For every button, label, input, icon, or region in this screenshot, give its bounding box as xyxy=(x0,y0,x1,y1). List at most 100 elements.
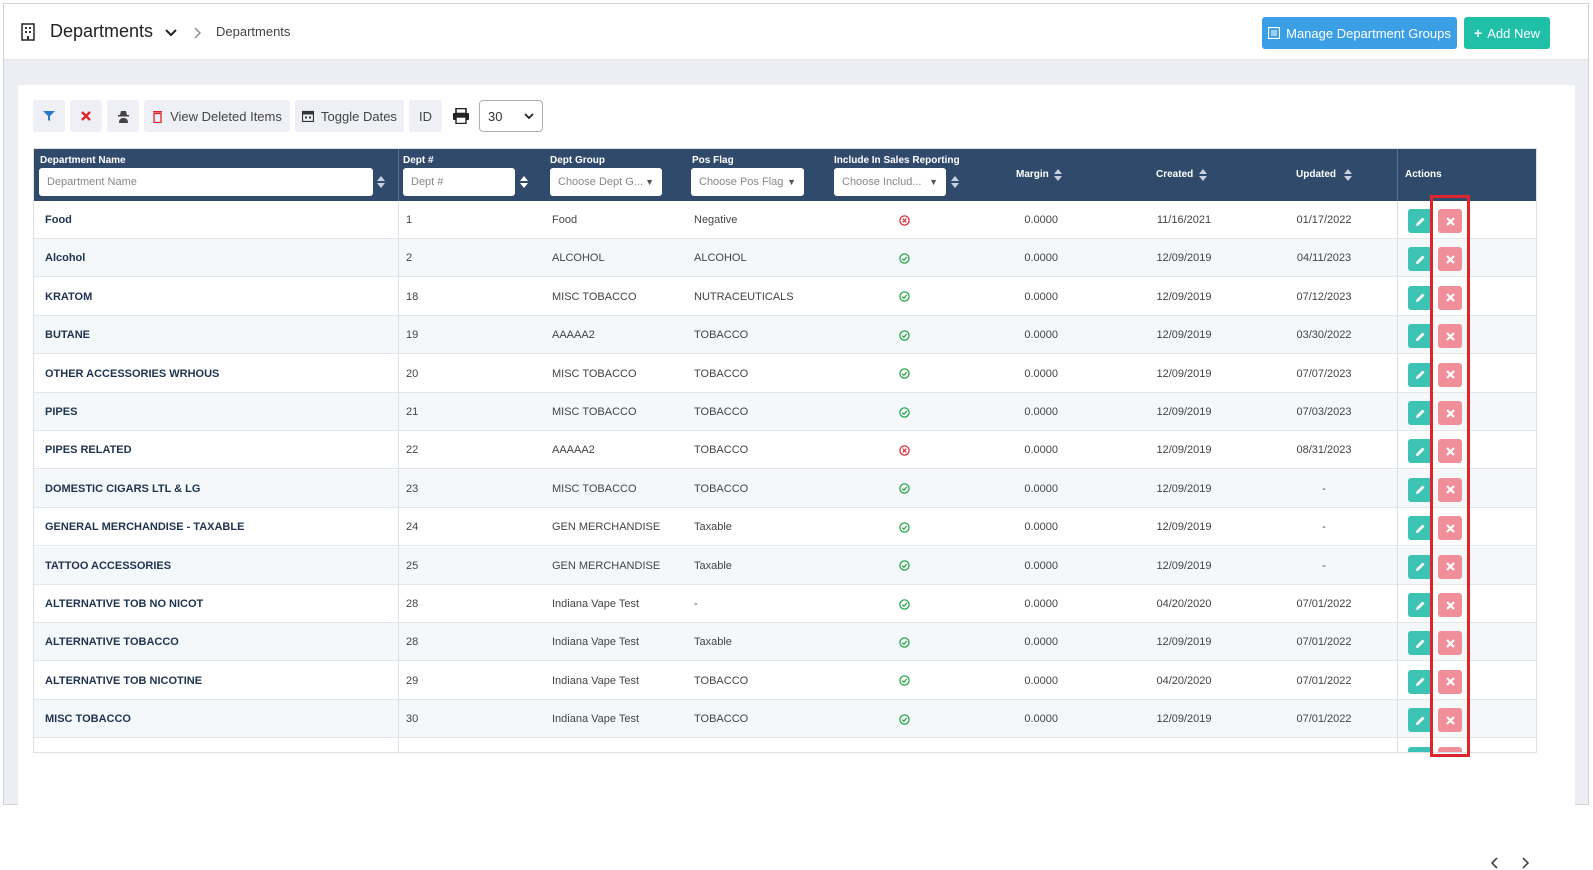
cell-margin: 0.0000 xyxy=(1024,329,1058,342)
cell-group: Indiana Vape Test xyxy=(552,636,640,649)
edit-button[interactable] xyxy=(1408,439,1432,464)
edit-button[interactable] xyxy=(1408,554,1432,579)
delete-button[interactable] xyxy=(1438,285,1462,310)
delete-button[interactable] xyxy=(1438,209,1462,233)
edit-button[interactable] xyxy=(1408,247,1432,272)
delete-button[interactable] xyxy=(1438,401,1462,425)
include-reporting-filter[interactable]: Choose Includ... ▼ xyxy=(834,168,946,196)
calendar-icon xyxy=(302,110,315,122)
edit-button[interactable] xyxy=(1408,708,1432,733)
pos-flag-filter[interactable]: Choose Pos Flag ▼ xyxy=(691,168,804,196)
department-name-filter[interactable]: Department Name xyxy=(39,168,373,196)
delete-button[interactable] xyxy=(1438,324,1462,349)
edit-button[interactable] xyxy=(1408,631,1432,656)
print-icon[interactable] xyxy=(452,108,470,124)
cell-pos: TOBACCO xyxy=(694,482,749,495)
group-filter-placeholder: Choose Dept G... xyxy=(558,176,643,188)
cell-created: 12/09/2019 xyxy=(1156,559,1212,572)
delete-button[interactable] xyxy=(1438,669,1462,694)
edit-button[interactable] xyxy=(1408,669,1432,694)
check-circle-icon xyxy=(894,700,914,738)
close-icon xyxy=(1445,370,1455,379)
add-new-button[interactable]: + Add New xyxy=(1464,17,1550,49)
check-circle-icon xyxy=(894,239,914,277)
sort-icon[interactable] xyxy=(951,176,959,188)
next-page-icon[interactable] xyxy=(1518,856,1532,870)
cell-created: 12/09/2019 xyxy=(1156,367,1212,380)
close-icon xyxy=(1445,293,1455,303)
check-circle-icon xyxy=(894,393,914,431)
incognito-button[interactable] xyxy=(107,100,139,132)
edit-button[interactable] xyxy=(1408,477,1432,502)
sort-icon[interactable] xyxy=(1054,169,1062,181)
cell-pos: TOBACCO xyxy=(694,329,749,342)
cell-name: PIPES xyxy=(45,406,78,418)
sort-icon[interactable] xyxy=(1199,169,1207,181)
edit-button[interactable] xyxy=(1408,593,1432,617)
cell-num: 1 xyxy=(406,214,413,226)
col-header-margin[interactable]: Margin xyxy=(1016,169,1049,180)
check-circle-icon xyxy=(894,662,914,700)
edit-button[interactable] xyxy=(1408,401,1432,425)
cell-created: 12/09/2019 xyxy=(1156,406,1212,418)
clear-filters-button[interactable] xyxy=(70,100,102,132)
sort-icon[interactable] xyxy=(377,176,385,188)
top-bar: Departments Departments Manage Departmen… xyxy=(4,4,1588,60)
close-icon xyxy=(1445,485,1455,495)
table-header: Department Name Department Name Dept # D… xyxy=(34,149,1536,201)
sort-icon[interactable] xyxy=(1344,169,1352,181)
delete-button[interactable] xyxy=(1438,746,1462,752)
close-icon xyxy=(1445,639,1455,648)
column-divider xyxy=(398,149,399,201)
list-icon xyxy=(1268,27,1281,39)
cell-pos: TOBACCO xyxy=(694,444,749,457)
edit-button[interactable] xyxy=(1408,324,1432,349)
prev-page-icon[interactable] xyxy=(1488,856,1502,870)
col-header-updated[interactable]: Updated xyxy=(1296,169,1336,180)
col-header-dept-group: Dept Group xyxy=(550,155,605,166)
edit-button[interactable] xyxy=(1408,516,1432,541)
edit-button[interactable] xyxy=(1408,746,1432,752)
check-circle-icon xyxy=(894,508,914,546)
delete-button[interactable] xyxy=(1438,362,1462,387)
delete-button[interactable] xyxy=(1438,439,1462,464)
table-row: OTHER ACCESSORIES WRHOUS 20 MISC TOBACCO TO… xyxy=(34,355,1536,393)
id-button[interactable]: ID xyxy=(409,100,442,132)
delete-button[interactable] xyxy=(1438,708,1462,733)
edit-button[interactable] xyxy=(1408,285,1432,310)
delete-button[interactable] xyxy=(1438,516,1462,541)
times-circle-icon xyxy=(894,201,914,239)
col-header-include-reporting: Include In Sales Reporting xyxy=(834,155,960,166)
delete-button[interactable] xyxy=(1438,477,1462,502)
filter-button[interactable] xyxy=(33,100,65,132)
manage-department-groups-button[interactable]: Manage Department Groups xyxy=(1262,17,1457,49)
table-row: PIPES 21 MISC TOBACCO TOBACCO 0.0000 12/09/20… xyxy=(34,393,1536,431)
delete-button[interactable] xyxy=(1438,593,1462,617)
cell-updated: - xyxy=(1322,482,1326,495)
cell-group: ALCOHOL xyxy=(552,252,605,265)
caret-down-icon: ▼ xyxy=(787,177,796,187)
view-deleted-items-button[interactable]: View Deleted Items xyxy=(144,100,290,132)
cell-name: PIPES RELATED xyxy=(45,444,132,457)
cell-pos: Taxable xyxy=(694,636,732,649)
col-header-created[interactable]: Created xyxy=(1156,169,1194,180)
dept-group-filter[interactable]: Choose Dept G... ▼ xyxy=(550,168,662,196)
delete-button[interactable] xyxy=(1438,247,1462,272)
sort-icon[interactable] xyxy=(520,176,528,188)
close-icon xyxy=(1445,562,1455,571)
table-row: ALTERNATIVE TOBACCO 28 Indiana Vape Test Ta… xyxy=(34,623,1536,662)
table-row: BUTANE 19 AAAAA2 TOBACCO 0.0000 12/09/2019 03/… xyxy=(34,316,1536,355)
cell-updated: 07/01/2022 xyxy=(1296,636,1352,649)
dept-num-filter[interactable]: Dept # xyxy=(403,168,515,196)
edit-button[interactable] xyxy=(1408,362,1432,387)
cell-name: ALTERNATIVE TOBACCO xyxy=(45,636,179,649)
manage-groups-label: Manage Department Groups xyxy=(1286,25,1451,41)
page-size-select[interactable]: 30 xyxy=(479,100,543,132)
col-header-dept-num: Dept # xyxy=(403,155,434,166)
toggle-dates-button[interactable]: Toggle Dates xyxy=(295,100,404,132)
chevron-down-icon[interactable] xyxy=(164,27,178,39)
delete-button[interactable] xyxy=(1438,554,1462,579)
edit-button[interactable] xyxy=(1408,209,1432,233)
delete-button[interactable] xyxy=(1438,631,1462,656)
breadcrumb[interactable]: Departments xyxy=(216,24,291,39)
